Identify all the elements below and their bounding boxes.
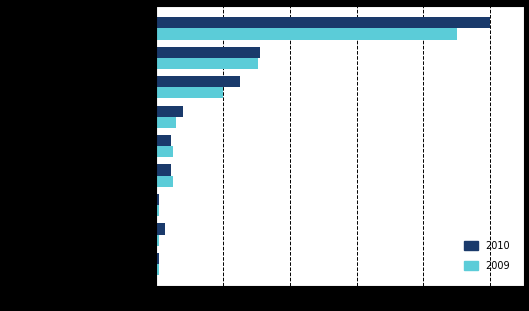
Bar <box>156 58 258 69</box>
Bar <box>156 253 159 264</box>
Bar <box>156 205 159 216</box>
Bar <box>156 17 490 28</box>
Bar <box>156 234 159 246</box>
Bar <box>156 264 159 275</box>
Bar <box>156 28 457 39</box>
Legend: 2010, 2009: 2010, 2009 <box>459 236 515 276</box>
Bar <box>156 76 240 87</box>
Bar <box>156 117 176 128</box>
Bar <box>156 146 174 157</box>
Bar <box>156 194 159 205</box>
Bar <box>156 176 174 187</box>
Bar <box>156 47 260 58</box>
Bar <box>156 223 165 234</box>
Bar <box>156 87 223 99</box>
Bar <box>156 135 171 146</box>
Bar <box>156 105 183 117</box>
Bar <box>156 165 171 176</box>
